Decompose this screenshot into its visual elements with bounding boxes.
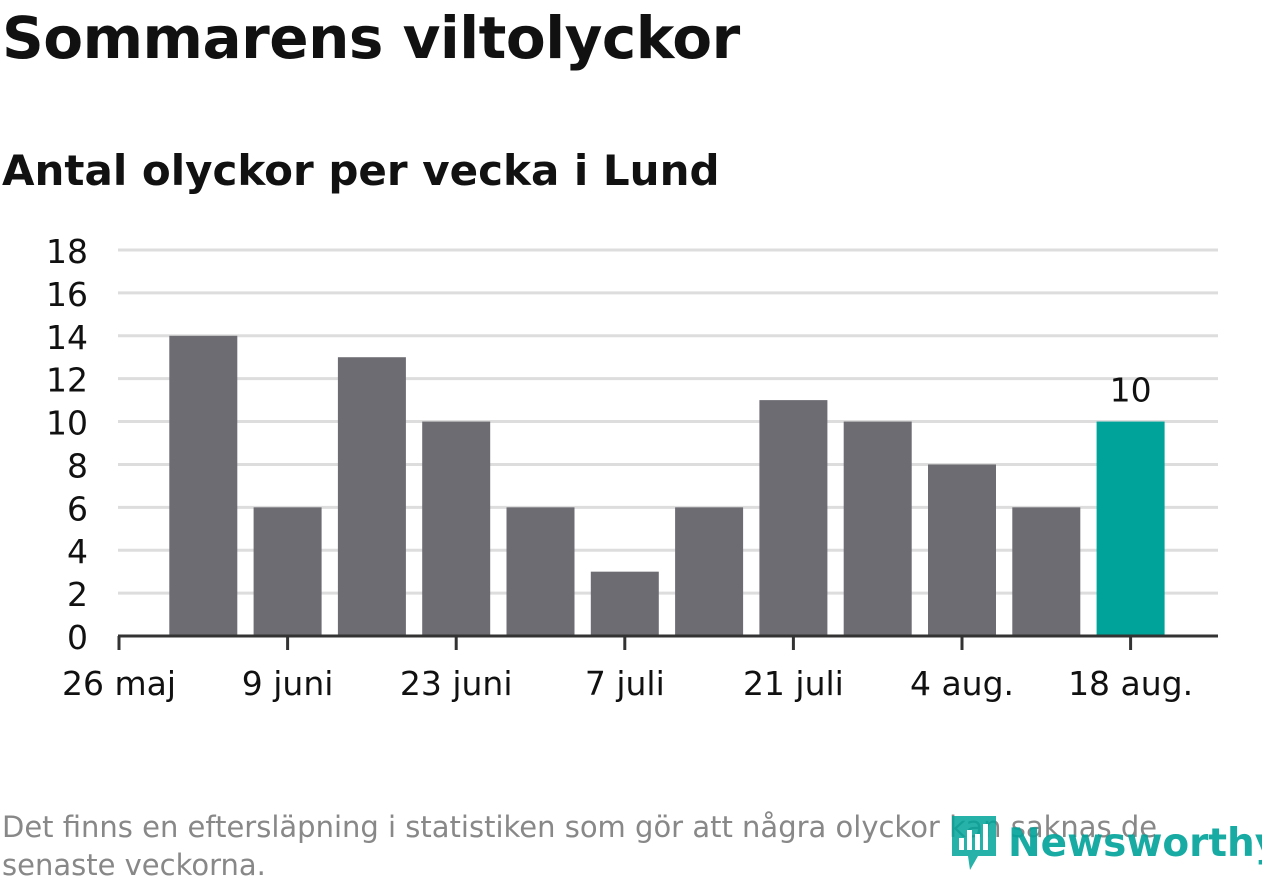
y-tick-label: 8	[67, 446, 88, 485]
bar	[590, 571, 659, 636]
x-tick-label: 9 juni	[242, 664, 334, 703]
bar	[1096, 421, 1165, 636]
bar	[337, 357, 406, 636]
y-tick-label: 4	[67, 532, 88, 571]
y-tick-label: 10	[46, 404, 88, 443]
x-axis-ticks: 26 maj 9 juni 23 juni 7 juli 21 juli 4 aug. 18…	[62, 636, 1193, 703]
y-tick-label: 18	[46, 232, 88, 271]
bar	[253, 507, 322, 636]
bar	[169, 335, 238, 636]
bar	[843, 421, 912, 636]
x-tick-label: 23 juni	[400, 664, 513, 703]
x-tick-label: 21 juli	[743, 664, 844, 703]
bar	[506, 507, 575, 636]
bar	[1012, 507, 1081, 636]
data-labels: 10	[1110, 371, 1152, 410]
bar	[759, 400, 828, 636]
x-tick-label: 7 juli	[585, 664, 665, 703]
y-tick-label: 0	[67, 618, 88, 657]
chart-grid	[118, 248, 1218, 595]
bar	[422, 421, 491, 636]
bar	[675, 507, 744, 636]
y-tick-label: 12	[46, 361, 88, 400]
bar	[928, 464, 996, 636]
y-tick-label: 2	[67, 575, 88, 614]
chart-title: Sommarens viltolyckor	[2, 4, 740, 72]
y-tick-label: 14	[46, 318, 88, 357]
x-tick-label: 4 aug.	[910, 664, 1014, 703]
x-tick-label: 26 maj	[62, 664, 176, 703]
y-axis-ticks: 0 2 4 6 810 12 14 16 18	[46, 232, 88, 657]
newsworthy-logo-icon	[952, 816, 996, 870]
y-tick-label: 6	[67, 489, 88, 528]
chart-subtitle: Antal olyckor per vecka i Lund	[2, 146, 720, 195]
y-tick-label: 16	[46, 275, 88, 314]
x-tick-label: 18 aug.	[1068, 664, 1193, 703]
bars	[169, 335, 1165, 636]
highlight-value-label: 10	[1110, 371, 1152, 410]
newsworthy-logo: Newsworthy	[948, 812, 1262, 874]
logo-text: Newsworthy	[1008, 820, 1262, 866]
